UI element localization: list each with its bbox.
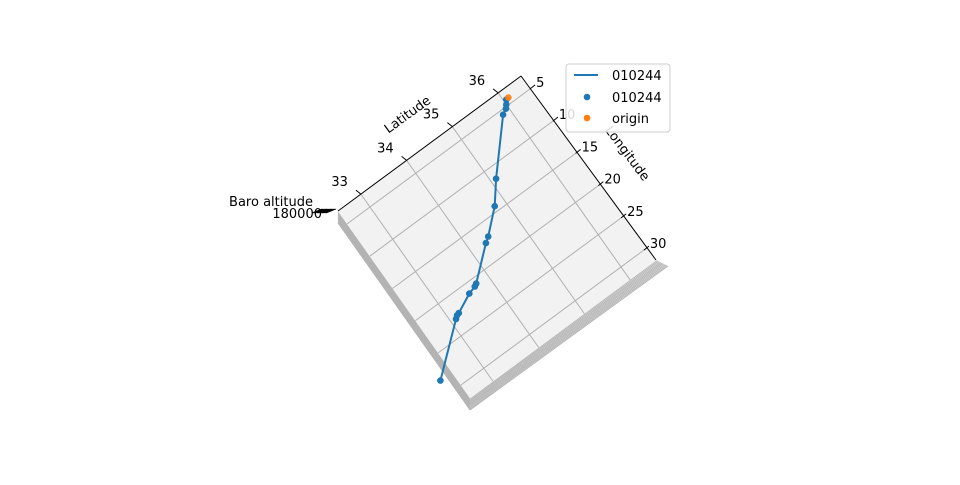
- y-tick-mark: [575, 148, 581, 154]
- y-tick-label: 20: [604, 173, 621, 188]
- flight-path-point: [466, 290, 473, 297]
- z-tick-mark: [315, 208, 326, 214]
- x-tick-mark: [401, 155, 407, 161]
- wall-gridline: [337, 214, 471, 402]
- wall-gridline: [337, 217, 471, 406]
- flight-path-point: [437, 377, 444, 384]
- x-gridline: [406, 160, 540, 348]
- y-gridline: [415, 185, 599, 322]
- flight-path-point: [491, 202, 499, 210]
- y-gridline: [346, 88, 531, 225]
- z-tick-mark: [319, 208, 330, 214]
- flight-path-point: [482, 239, 490, 247]
- x-tick-mark: [492, 88, 499, 94]
- y-tick-mark: [620, 213, 627, 219]
- x-gridline: [497, 92, 631, 281]
- y-gridline: [460, 249, 645, 386]
- z-tick-mark: [318, 208, 329, 214]
- z-tick-mark: [323, 208, 334, 214]
- flight-path-point: [499, 111, 507, 118]
- wall-gridline: [469, 260, 658, 400]
- wall-gridline: [337, 222, 471, 411]
- y-tick-mark: [552, 116, 559, 122]
- x-tick-mark: [447, 122, 453, 128]
- z-tick-mark: [316, 208, 328, 214]
- y-gridline: [437, 217, 622, 354]
- wall-gridline: [469, 260, 659, 401]
- wall-gridline: [337, 221, 471, 410]
- wall-gridline: [469, 264, 666, 408]
- y-tick-mark: [598, 181, 604, 187]
- legend-box: [565, 63, 671, 133]
- z-tick-mark: [324, 208, 335, 214]
- flight-path-point: [471, 283, 479, 290]
- wall-gridline: [469, 262, 662, 404]
- y-axis-line: [520, 75, 657, 261]
- z-tick-mark: [325, 208, 337, 214]
- legend-entry-line-label: 010244: [612, 69, 662, 84]
- wall-gridline: [469, 261, 660, 402]
- flight-path-point: [484, 233, 492, 240]
- wall-gridline: [469, 263, 664, 406]
- x-gridline: [451, 126, 585, 314]
- wall-gridline: [469, 263, 665, 407]
- z-tick-mark: [321, 208, 333, 214]
- y-tick-label: 30: [650, 237, 667, 252]
- wall-gridline: [337, 220, 471, 408]
- y-gridline: [369, 120, 554, 257]
- flight-path-point: [452, 315, 460, 323]
- x-tick-mark: [355, 189, 362, 195]
- x-axis-line: [337, 75, 522, 212]
- z-tick-mark: [314, 208, 325, 214]
- wall-gridline: [469, 262, 663, 405]
- x-tick-label: 36: [469, 74, 486, 89]
- wall-gridline: [337, 211, 471, 400]
- legend: 010244 010244 origin: [565, 63, 671, 133]
- x-gridline: [360, 193, 494, 382]
- x-tick-label: 33: [331, 175, 348, 190]
- z-tick-mark: [311, 208, 322, 214]
- wall-gridline: [469, 265, 668, 410]
- x-tick-label: 34: [377, 141, 394, 156]
- y-gridline: [392, 152, 576, 289]
- wall-gridline: [337, 216, 471, 405]
- origin-point: [505, 94, 512, 101]
- flight-path-point: [492, 175, 500, 182]
- y-tick-mark: [529, 84, 536, 90]
- legend-entry-origin-label: origin: [612, 112, 649, 127]
- z-axis-label: Baro altitude: [229, 195, 313, 210]
- y-tick-label: 25: [627, 205, 644, 220]
- wall-gridline: [337, 219, 471, 407]
- x-tick-label: 35: [423, 108, 440, 123]
- legend-marker-swatch: [583, 93, 591, 101]
- y-tick-mark: [643, 245, 650, 251]
- legend-entry-marker-label: 010244: [612, 91, 662, 106]
- z-axis-tick-label: 180000: [272, 207, 322, 222]
- flight-path-point: [502, 105, 510, 112]
- z-tick-mark: [320, 208, 331, 214]
- wall-gridline: [337, 215, 471, 404]
- floor-pane: [338, 76, 656, 398]
- y-tick-label: 5: [536, 76, 544, 91]
- wall-gridline: [337, 213, 471, 401]
- wall-gridline: [469, 265, 669, 411]
- y-tick-label: 15: [582, 140, 599, 155]
- legend-origin-swatch: [583, 114, 591, 122]
- z-tick-mark: [312, 208, 324, 214]
